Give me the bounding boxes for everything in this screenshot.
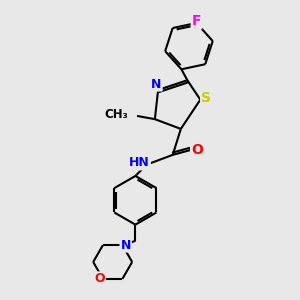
Text: HN: HN bbox=[129, 157, 150, 169]
Text: S: S bbox=[201, 91, 211, 105]
Text: CH₃: CH₃ bbox=[104, 108, 128, 121]
Text: N: N bbox=[121, 238, 131, 252]
Text: O: O bbox=[191, 143, 203, 157]
Text: F: F bbox=[192, 14, 201, 28]
Text: O: O bbox=[94, 272, 105, 285]
Text: N: N bbox=[151, 78, 162, 91]
